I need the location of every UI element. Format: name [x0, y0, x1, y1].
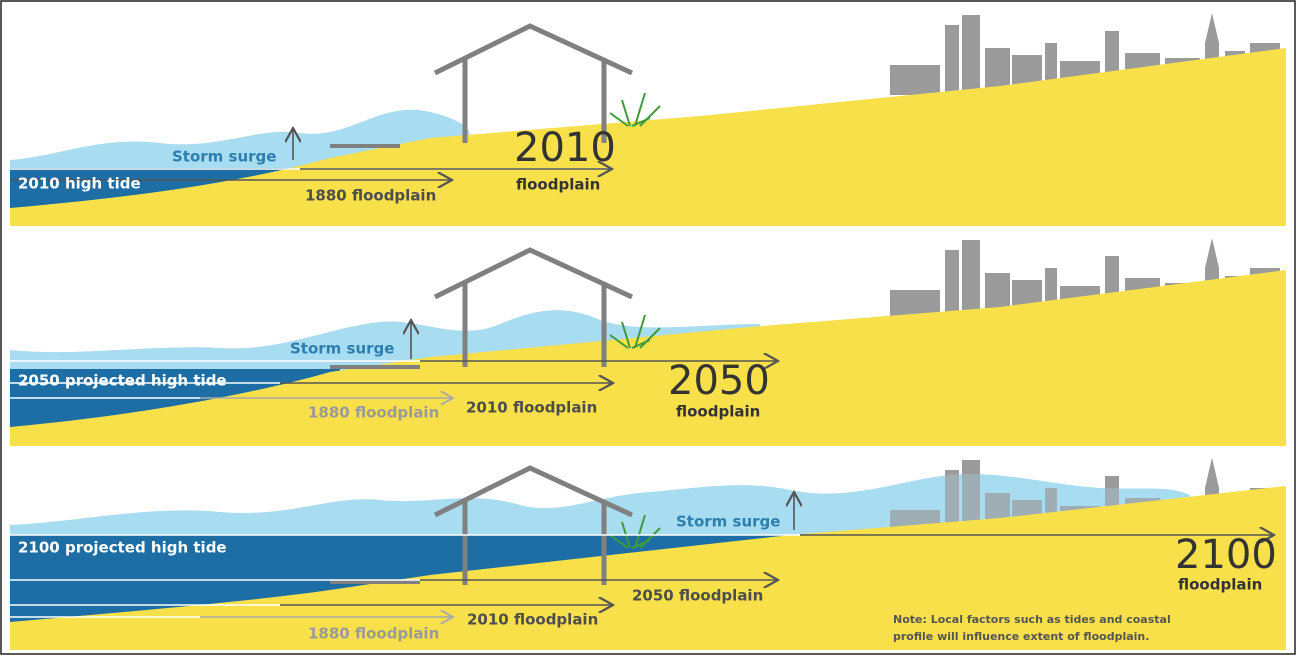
storm-surge-label: Storm surge [290, 340, 394, 358]
floodplain-label: 2010 floodplain [467, 611, 598, 629]
floodplain-label: 2050 floodplain [632, 587, 763, 605]
high-tide-label: 2010 high tide [18, 175, 141, 193]
note: profile will influence extent of floodpl… [893, 630, 1149, 643]
note: Note: Local factors such as tides and co… [893, 613, 1171, 626]
high-tide-label: 2100 projected high tide [18, 539, 227, 557]
year: 2010 [514, 125, 616, 171]
panel-2050: Storm surge 2050 projected high tide 188… [10, 238, 1286, 446]
floodplain-word: floodplain [516, 176, 600, 194]
high-tide-label: 2050 projected high tide [18, 372, 227, 390]
year: 2050 [668, 358, 770, 404]
floodplain-word: floodplain [1178, 576, 1262, 594]
panel-2100: Storm surge 2100 projected high tide 188… [10, 458, 1286, 650]
year: 2100 [1175, 532, 1277, 578]
storm-surge-label: Storm surge [172, 148, 276, 166]
floodplain-label: 2010 floodplain [466, 399, 597, 417]
floodplain-label: 1880 floodplain [308, 625, 439, 643]
floodplain-word: floodplain [676, 403, 760, 421]
floodplain-label: 1880 floodplain [305, 187, 436, 205]
panel-2010: Storm surge 2010 high tide 1880 floodpla… [10, 13, 1286, 226]
storm-surge-label: Storm surge [676, 513, 780, 531]
floodplain-label: 1880 floodplain [308, 404, 439, 422]
